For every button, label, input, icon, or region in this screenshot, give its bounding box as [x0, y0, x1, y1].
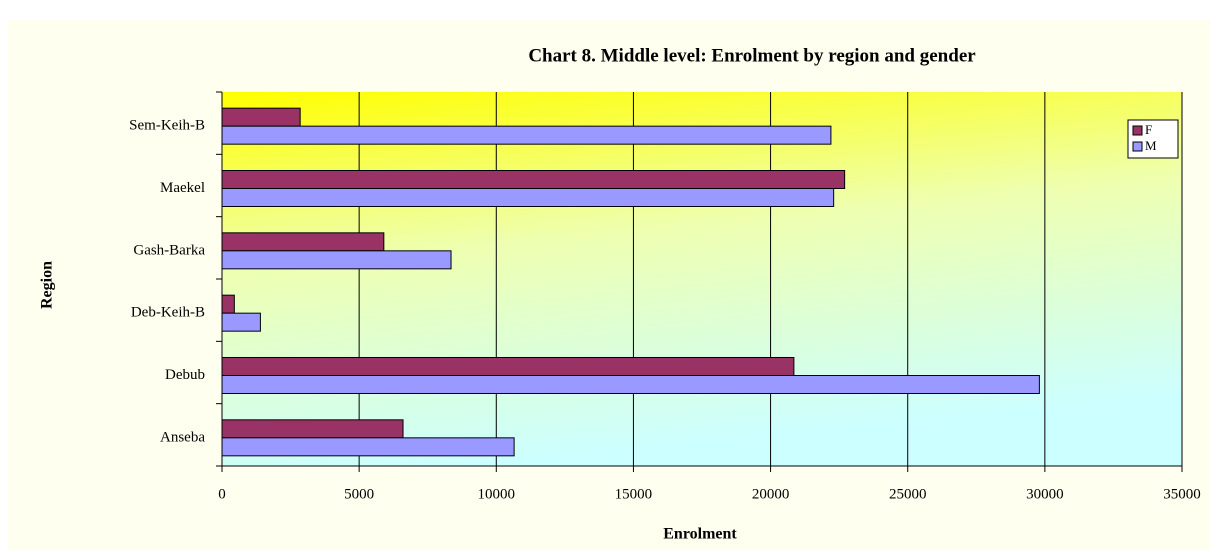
y-tick-label: Maekel — [160, 180, 205, 196]
bar — [221, 294, 235, 314]
y-tick-label: Anseba — [160, 429, 205, 445]
bar — [221, 375, 1040, 394]
x-tick-label: 25000 — [889, 486, 927, 502]
bar — [221, 107, 301, 127]
legend-swatch — [1132, 141, 1143, 152]
legend-label: F — [1145, 122, 1152, 137]
bar — [221, 312, 261, 332]
y-tick-label: Deb-Keih-B — [131, 305, 205, 321]
x-tick-label: 5000 — [344, 486, 374, 502]
chart-title: Chart 8. Middle level: Enrolment by regi… — [528, 45, 976, 66]
x-tick-label: 20000 — [752, 486, 790, 502]
y-tick-label: Sem-Keih-B — [129, 118, 205, 134]
bar — [221, 437, 515, 457]
y-axis-label: Region — [39, 261, 56, 309]
bar — [221, 419, 404, 439]
x-tick-label: 0 — [218, 486, 226, 502]
bar — [221, 170, 846, 189]
bar — [221, 125, 832, 145]
bar — [221, 357, 795, 376]
y-tick-label: Gash-Barka — [133, 242, 205, 258]
x-tick-label: 15000 — [615, 486, 653, 502]
legend-label: M — [1145, 138, 1157, 153]
plot-area — [222, 92, 1182, 466]
bar — [221, 232, 385, 252]
bar — [221, 188, 835, 207]
bar — [221, 250, 452, 270]
x-tick-label: 30000 — [1026, 486, 1064, 502]
x-axis-label: Enrolment — [663, 526, 737, 543]
x-tick-label: 10000 — [478, 486, 516, 502]
y-tick-label: Debub — [165, 367, 205, 383]
legend-swatch — [1132, 125, 1143, 136]
x-tick-label: 35000 — [1163, 486, 1201, 502]
